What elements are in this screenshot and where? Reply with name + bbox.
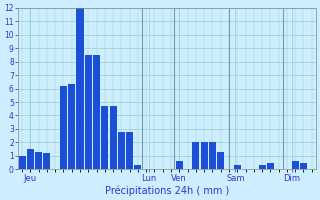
X-axis label: Précipitations 24h ( mm ): Précipitations 24h ( mm ): [105, 185, 229, 196]
Bar: [118, 132, 125, 169]
Bar: [85, 55, 92, 169]
Bar: [267, 163, 274, 169]
Bar: [234, 165, 241, 169]
Bar: [27, 149, 34, 169]
Bar: [176, 161, 183, 169]
Bar: [19, 156, 26, 169]
Bar: [44, 153, 51, 169]
Bar: [109, 106, 116, 169]
Bar: [292, 161, 299, 169]
Bar: [259, 165, 266, 169]
Bar: [76, 8, 84, 169]
Bar: [217, 152, 224, 169]
Bar: [35, 152, 42, 169]
Bar: [201, 142, 208, 169]
Bar: [192, 142, 199, 169]
Bar: [68, 84, 75, 169]
Bar: [60, 86, 67, 169]
Bar: [300, 163, 307, 169]
Bar: [93, 55, 100, 169]
Bar: [209, 142, 216, 169]
Bar: [134, 165, 141, 169]
Bar: [126, 132, 133, 169]
Bar: [101, 106, 108, 169]
